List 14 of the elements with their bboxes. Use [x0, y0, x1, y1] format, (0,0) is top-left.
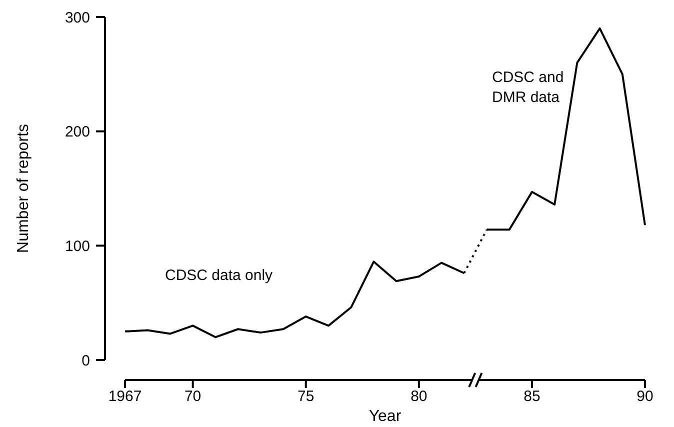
- x-tick-label: 75: [298, 388, 314, 405]
- y-tick-label: 300: [64, 9, 90, 26]
- x-tick-label: 85: [524, 388, 540, 405]
- annotation: CDSC data only: [165, 267, 274, 284]
- x-tick-label: 90: [636, 388, 654, 405]
- annotation: CDSC and DMR data: [492, 69, 564, 106]
- y-tick-label: 200: [64, 124, 90, 141]
- x-tick-label: 1967: [108, 388, 142, 405]
- x-axis-title: Year: [368, 408, 402, 425]
- y-axis-title: Number of reports: [15, 124, 32, 253]
- x-tick-label: 70: [184, 388, 202, 405]
- y-tick-label: 100: [64, 238, 90, 255]
- y-tick-label: 0: [82, 352, 90, 370]
- x-tick-label: 80: [410, 388, 428, 405]
